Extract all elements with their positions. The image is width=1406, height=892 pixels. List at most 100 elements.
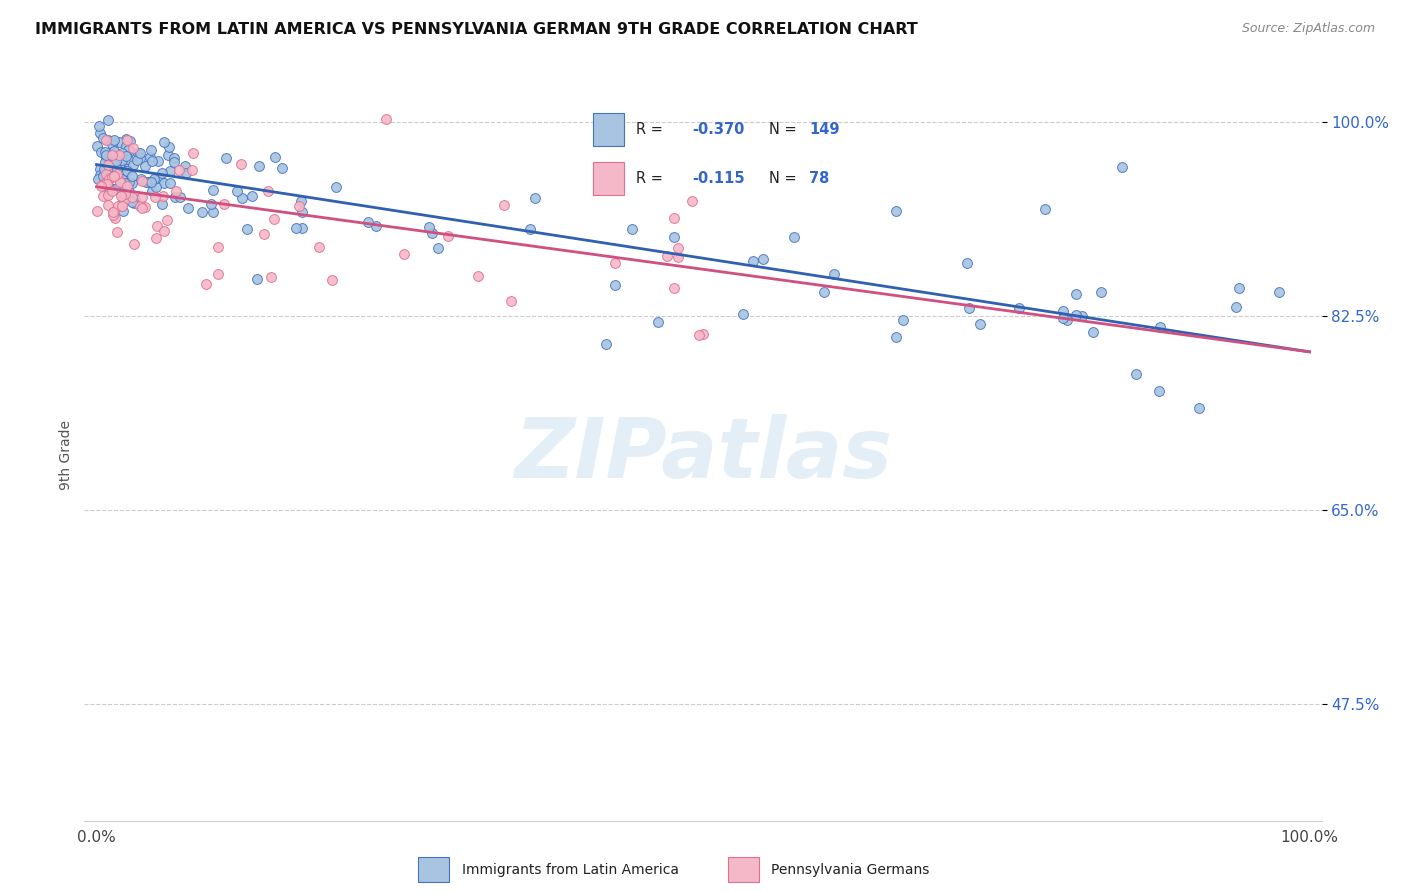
Point [145, 231, 167, 245]
Point [884, 330, 907, 344]
Point [104, 181, 127, 195]
Point [114, 132, 136, 146]
FancyBboxPatch shape [593, 113, 624, 145]
Point [1090, 285, 1112, 299]
FancyBboxPatch shape [728, 857, 759, 882]
Point [108, 135, 131, 149]
Point [253, 227, 276, 241]
Point [145, 190, 167, 204]
Point [467, 269, 489, 284]
Point [121, 169, 143, 183]
Point [141, 153, 163, 168]
Point [207, 267, 229, 281]
Point [177, 201, 200, 215]
Text: Pennsylvania Germans: Pennsylvania Germans [770, 863, 929, 877]
Point [524, 191, 547, 205]
Point [121, 158, 143, 172]
Point [90, 145, 112, 160]
Point [89, 162, 111, 177]
Point [108, 176, 131, 190]
Point [1149, 319, 1171, 334]
Text: -0.115: -0.115 [692, 171, 744, 186]
Point [647, 315, 669, 329]
Point [201, 205, 224, 219]
Text: 149: 149 [810, 121, 839, 136]
Text: Immigrants from Latin America: Immigrants from Latin America [461, 863, 679, 877]
Point [141, 185, 163, 199]
Point [114, 176, 136, 190]
Point [107, 225, 129, 239]
Point [86, 138, 108, 153]
Text: 78: 78 [810, 171, 830, 186]
Point [1052, 304, 1074, 318]
Point [131, 201, 153, 215]
Point [191, 204, 214, 219]
Point [662, 280, 685, 294]
Point [93, 161, 115, 176]
Point [891, 312, 914, 326]
Point [595, 337, 617, 351]
Point [93, 177, 115, 191]
Point [94, 155, 117, 169]
Point [120, 135, 142, 149]
Point [89, 119, 111, 133]
Point [120, 145, 142, 159]
Point [131, 174, 153, 188]
FancyBboxPatch shape [593, 162, 624, 194]
Point [374, 112, 396, 127]
Point [111, 145, 134, 160]
Point [143, 172, 166, 186]
Point [153, 135, 176, 149]
Point [236, 222, 259, 236]
Text: R =: R = [636, 171, 672, 186]
Point [129, 199, 152, 213]
Point [97, 157, 120, 171]
Point [181, 146, 204, 161]
Point [229, 157, 252, 171]
Point [145, 180, 167, 194]
Point [437, 229, 460, 244]
Point [153, 176, 176, 190]
Point [108, 174, 131, 188]
Point [127, 153, 149, 167]
Point [121, 195, 143, 210]
Point [97, 133, 120, 147]
Point [157, 140, 180, 154]
Point [100, 169, 122, 184]
Point [418, 220, 440, 235]
Point [101, 208, 124, 222]
Point [115, 149, 138, 163]
Point [96, 167, 118, 181]
Point [1066, 287, 1088, 301]
Point [107, 151, 129, 165]
Point [240, 189, 263, 203]
Point [94, 145, 117, 160]
Point [122, 236, 145, 251]
Point [167, 163, 190, 178]
Point [207, 240, 229, 254]
Point [124, 192, 146, 206]
Point [101, 148, 124, 162]
Point [731, 307, 754, 321]
Point [96, 147, 118, 161]
Point [159, 164, 181, 178]
Point [108, 165, 131, 179]
Point [1071, 309, 1094, 323]
Point [103, 169, 125, 184]
Point [91, 189, 114, 203]
Point [90, 179, 112, 194]
Point [1066, 308, 1088, 322]
Point [97, 188, 120, 202]
Point [97, 112, 120, 127]
Point [1033, 202, 1056, 216]
Point [114, 181, 136, 195]
Point [118, 175, 141, 189]
Point [681, 194, 703, 208]
Point [957, 301, 980, 315]
Point [173, 159, 195, 173]
Point [129, 172, 152, 186]
Point [494, 198, 516, 212]
Point [202, 183, 225, 197]
Point [163, 154, 186, 169]
Y-axis label: 9th Grade: 9th Grade [59, 420, 73, 490]
